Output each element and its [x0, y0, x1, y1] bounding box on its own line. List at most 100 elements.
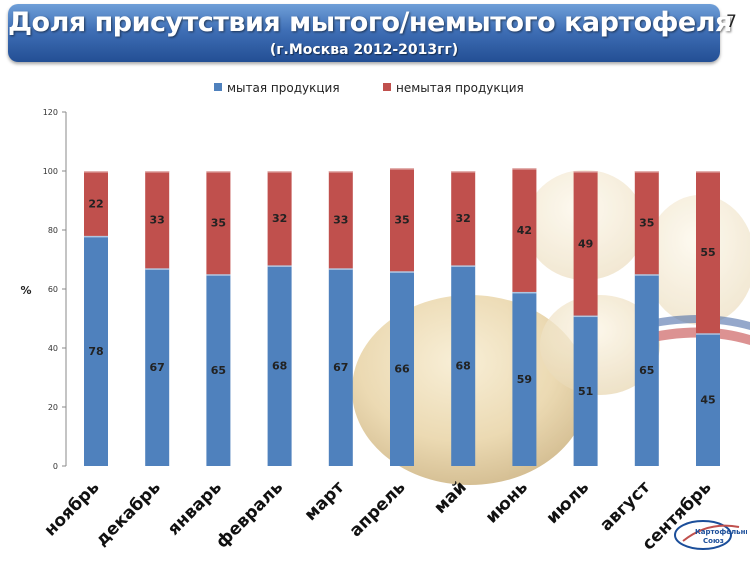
y-tick-label: 40 [48, 344, 58, 353]
x-tick-label: февраль [212, 477, 287, 552]
bar-highlight [696, 171, 720, 173]
y-tick-label: 100 [43, 167, 58, 176]
y-tick-label: 120 [43, 108, 58, 117]
data-label: 49 [578, 237, 593, 250]
data-label: 32 [456, 212, 471, 225]
x-tick-label: март [301, 477, 349, 525]
bar-highlight [512, 168, 537, 170]
bar-segment-washed [206, 274, 231, 466]
red-ribbon [640, 327, 750, 345]
data-label: 42 [517, 224, 532, 237]
bar-segment-unwashed [512, 168, 537, 292]
bar-highlight [696, 333, 720, 335]
bar-highlight [145, 171, 170, 173]
x-tick-label: август [596, 477, 654, 535]
bar-highlight [145, 268, 170, 270]
bar-segment-unwashed [451, 171, 476, 266]
data-label: 78 [88, 345, 103, 358]
bar-highlight [390, 168, 414, 170]
bar-segment-unwashed [328, 171, 353, 269]
bar-highlight [267, 265, 292, 267]
bar-highlight [573, 171, 598, 173]
legend-label: мытая продукция [227, 81, 340, 95]
data-label: 67 [150, 361, 165, 374]
bar-segment-washed [145, 268, 170, 466]
bar-highlight [328, 171, 353, 173]
y-axis-title: % [20, 284, 31, 297]
bar-segment-unwashed [634, 171, 659, 275]
x-tick-label: июль [542, 477, 593, 528]
data-label: 33 [333, 214, 348, 227]
bar-highlight [634, 171, 659, 173]
y-axis: 0 20 40 60 80 100 120% [20, 108, 67, 471]
legend: мытая продукция немытая продукция [214, 81, 524, 95]
data-label: 65 [211, 364, 226, 377]
bar-highlight [451, 265, 476, 267]
data-label: 68 [456, 360, 471, 373]
y-tick-label: 80 [48, 226, 58, 235]
bar-segment-washed [84, 235, 108, 466]
data-label: 35 [394, 214, 409, 227]
bar-segment-unwashed [84, 171, 108, 236]
data-label: 22 [88, 197, 103, 210]
data-label: 59 [517, 373, 532, 386]
bar-segment-washed [390, 271, 414, 466]
x-tick-label: июнь [482, 477, 532, 527]
bar-segment-washed [328, 268, 353, 466]
bar-highlight [451, 171, 476, 173]
x-tick-label: апрель [346, 477, 410, 541]
data-label: 66 [394, 363, 410, 376]
title-banner: Доля присутствия мытого/немытого картофе… [8, 4, 732, 62]
data-label: 45 [700, 394, 715, 407]
bar-segment-unwashed [206, 171, 231, 275]
bar-segment-unwashed [145, 171, 170, 269]
bar-segment-unwashed [573, 171, 598, 316]
data-label: 51 [578, 385, 593, 398]
bar-segment-washed [696, 333, 720, 466]
bar-highlight [634, 274, 659, 276]
bar-segment-washed [573, 315, 598, 466]
bar-highlight [267, 171, 292, 173]
bar-highlight [84, 171, 108, 173]
bar-highlight [206, 274, 231, 276]
data-label: 33 [150, 214, 165, 227]
y-tick-label: 20 [48, 403, 58, 412]
bar-segment-washed [451, 265, 476, 466]
legend-swatch [383, 83, 391, 91]
company-logo: Картофельный Союз [674, 520, 747, 550]
bar-segment-unwashed [390, 168, 414, 272]
bar-segment-unwashed [267, 171, 292, 266]
data-label: 67 [333, 361, 348, 374]
page-title: Доля присутствия мытого/немытого картофе… [8, 7, 732, 38]
potato-image [540, 295, 660, 395]
bar-highlight [206, 171, 231, 173]
blue-ribbon [640, 315, 750, 330]
data-label: 65 [639, 364, 654, 377]
x-tick-label: январь [164, 477, 226, 539]
data-label: 35 [639, 217, 654, 230]
bar-highlight [573, 315, 598, 318]
y-tick-label: 0 [53, 462, 58, 471]
bar-segment-washed [634, 274, 659, 466]
data-label: 35 [211, 217, 226, 230]
data-label: 32 [272, 212, 287, 225]
bar-highlight [390, 271, 414, 273]
bar-segment-washed [267, 265, 292, 466]
bar-segment-unwashed [696, 171, 720, 334]
data-label: 55 [700, 246, 715, 259]
data-label: 68 [272, 360, 287, 373]
page-subtitle: (г.Москва 2012-2013гг) [269, 42, 459, 58]
x-tick-label: ноябрь [41, 477, 104, 540]
legend-label: немытая продукция [396, 81, 524, 95]
y-tick-label: 60 [48, 285, 58, 294]
logo-line1: Картофельный [695, 528, 747, 536]
bars: 78 22 67 33 65 35 68 32 67 33 66 35 68 32 59 42 51 49 65 35… [84, 168, 720, 466]
legend-swatch [214, 83, 222, 91]
bar-highlight [512, 291, 537, 294]
bar-highlight [84, 235, 108, 238]
slide-number: 7 [726, 12, 737, 32]
logo-line2: Союз [703, 537, 724, 545]
bar-segment-washed [512, 291, 537, 466]
